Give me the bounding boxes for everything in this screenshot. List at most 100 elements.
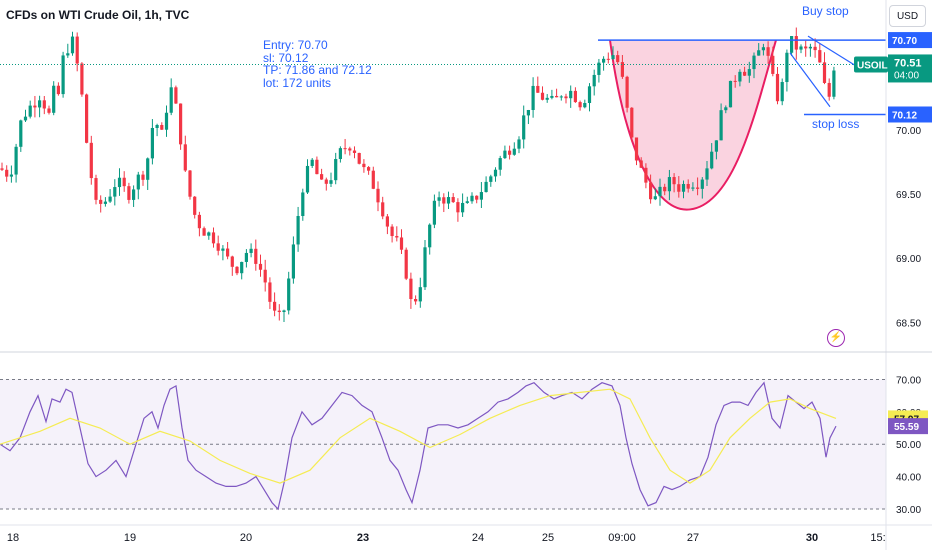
candle-body [329, 180, 333, 184]
candle-body [587, 86, 592, 104]
currency-button[interactable]: USD [889, 5, 926, 27]
time-tick-label: 25 [542, 532, 554, 544]
candle-body [348, 148, 352, 151]
candle-body [169, 87, 173, 113]
candle-body [216, 243, 220, 251]
candle-body [738, 71, 742, 82]
candle-body [70, 36, 75, 54]
candle-body [658, 186, 662, 197]
candle-body [451, 197, 455, 203]
candle-body [371, 170, 375, 189]
candle-body [193, 196, 197, 215]
candle-body [724, 107, 728, 111]
candle-body [94, 178, 98, 200]
time-tick-label: 30 [806, 532, 818, 544]
candle-body [291, 244, 295, 279]
candle-body [352, 150, 357, 153]
candle-body [804, 46, 808, 49]
candle-body [743, 71, 747, 76]
candle-body [367, 167, 371, 171]
candle-body [512, 148, 516, 155]
candle-body [75, 36, 79, 64]
stop-loss-price-label: 70.12 [892, 110, 917, 121]
candle-body [221, 248, 225, 251]
lightning-icon[interactable]: ⚡ [827, 329, 845, 347]
trade-note: Entry: 70.70 sl: 70.12 TP: 71.86 and 72.… [263, 39, 372, 89]
time-tick-label: 09:00 [608, 532, 636, 544]
candle-body [362, 163, 366, 168]
symbol-bg [854, 56, 888, 73]
candle-body [597, 62, 601, 75]
candle-body [818, 50, 822, 63]
candle-body [150, 127, 154, 159]
candle-body [381, 202, 385, 217]
level-lines [0, 35, 886, 116]
candle-body [475, 195, 479, 200]
candle-body [117, 177, 122, 188]
candle-body [423, 247, 427, 288]
candle-body [620, 62, 624, 77]
candle-body [432, 200, 436, 225]
candle-body [733, 80, 737, 82]
candle-body [639, 160, 643, 168]
candle-body [696, 187, 700, 189]
candle-body [122, 177, 126, 187]
candle-body [710, 151, 714, 169]
cup-fill [610, 40, 776, 210]
rsi-value-label: 55.59 [894, 422, 919, 433]
candle-body [681, 183, 686, 192]
candle-body [602, 58, 606, 63]
candle-body [461, 202, 465, 213]
candle-body [305, 165, 310, 193]
candle-body [414, 299, 418, 302]
candle-body [164, 112, 169, 130]
candle-body [146, 158, 150, 180]
candle-body [273, 301, 277, 311]
buy-stop-price-label: 70.70 [892, 36, 917, 47]
candle-body [254, 248, 258, 264]
candle-body [249, 248, 253, 253]
rsi_ma-line [0, 388, 837, 484]
candle-body [442, 197, 446, 204]
candle-body [5, 169, 9, 177]
time-tick-label: 27 [687, 532, 699, 544]
candle-body [296, 216, 300, 245]
time-tick-label: 24 [472, 532, 484, 544]
candle-body [550, 95, 554, 98]
candle-body [663, 186, 667, 192]
candle-body [465, 201, 469, 203]
candle-body [569, 90, 573, 99]
candle-body [310, 159, 314, 166]
candle-body [132, 189, 136, 200]
last-price-label: 70.51 [894, 57, 922, 69]
candle-body [404, 249, 408, 279]
candle-body [230, 256, 234, 267]
candle-body [244, 252, 248, 262]
time-tick-label: 23 [357, 532, 369, 544]
candle-body [799, 46, 803, 50]
candle-body [334, 159, 338, 181]
stop-loss-text: stop loss [812, 117, 859, 131]
candle-body [9, 174, 13, 177]
candle-body [517, 139, 521, 149]
rsi-tag-bg [888, 418, 928, 435]
candle-body [700, 179, 704, 189]
candle-body [705, 168, 709, 180]
candle-body [555, 95, 559, 98]
candle-body [785, 52, 789, 83]
candle-body [503, 150, 507, 159]
candle-body [399, 237, 404, 250]
candle-body [47, 108, 51, 113]
candle-body [526, 109, 530, 116]
candle-body [301, 192, 305, 217]
candle-body [385, 216, 389, 227]
candle-body [456, 202, 460, 213]
cup-line [609, 39, 777, 211]
candle-body [531, 85, 535, 110]
candle-body [183, 144, 187, 171]
candle-body [644, 167, 648, 183]
candle-body [583, 103, 587, 108]
candle-body [747, 69, 751, 76]
